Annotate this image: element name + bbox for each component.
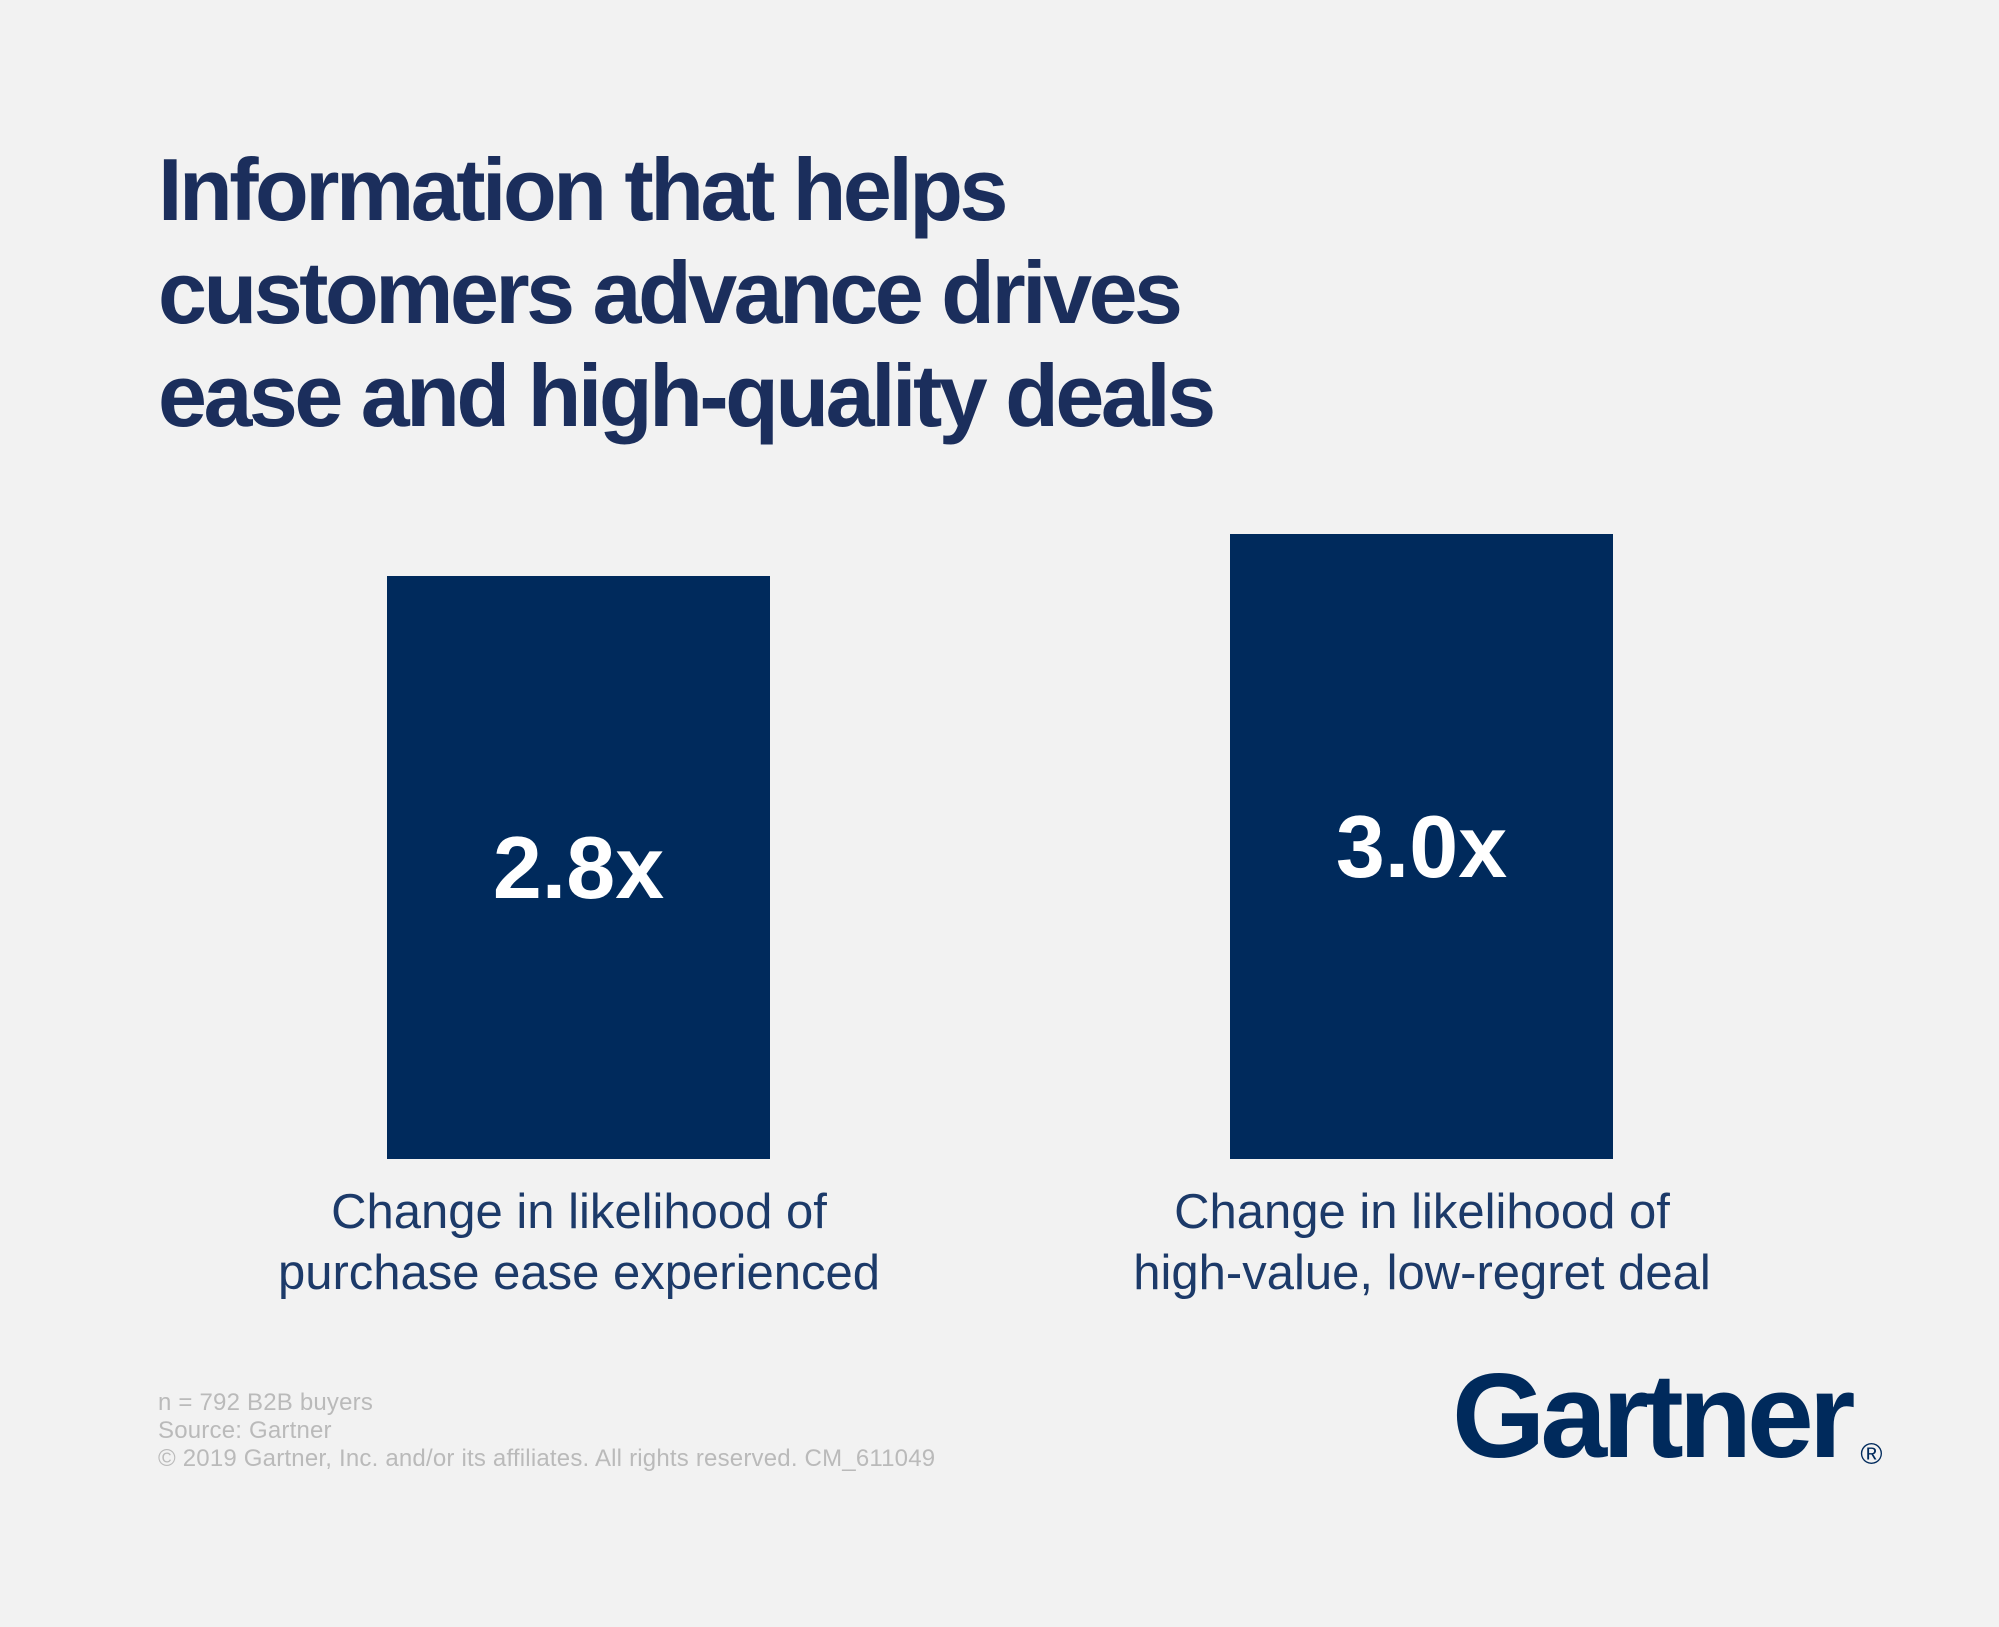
chart-title: Information that helps customers advance…	[158, 138, 1216, 447]
registered-trademark-icon: ®	[1860, 1438, 1883, 1471]
bar-high-value-deal: 3.0x	[1230, 534, 1613, 1159]
source-note: Source: Gartner	[158, 1417, 332, 1444]
chart-title-line-3: ease and high-quality deals	[158, 346, 1216, 445]
bar-purchase-ease: 2.8x	[387, 576, 770, 1159]
gartner-logo: Gartner ®	[1452, 1349, 1882, 1483]
bar-value-label-high-value-deal: 3.0x	[1335, 796, 1508, 896]
caption-line: Change in likelihood of	[331, 1185, 827, 1239]
bar-caption-high-value-deal: Change in likelihood of high-value, low-…	[1133, 1182, 1710, 1304]
bar-value-label-purchase-ease: 2.8x	[492, 817, 665, 917]
bar-caption-purchase-ease: Change in likelihood of purchase ease ex…	[278, 1182, 880, 1304]
copyright-note: © 2019 Gartner, Inc. and/or its affiliat…	[158, 1445, 936, 1472]
chart-title-line-1: Information that helps	[158, 140, 1008, 239]
footnotes: n = 792 B2B buyers Source: Gartner © 201…	[158, 1389, 935, 1473]
chart-title-line-2: customers advance drives	[158, 243, 1183, 342]
sample-size-note: n = 792 B2B buyers	[158, 1389, 374, 1416]
caption-line: purchase ease experienced	[277, 1246, 881, 1300]
gartner-logo-text: Gartner	[1452, 1349, 1855, 1483]
caption-line: Change in likelihood of	[1174, 1185, 1670, 1239]
caption-line: high-value, low-regret deal	[1133, 1246, 1711, 1300]
